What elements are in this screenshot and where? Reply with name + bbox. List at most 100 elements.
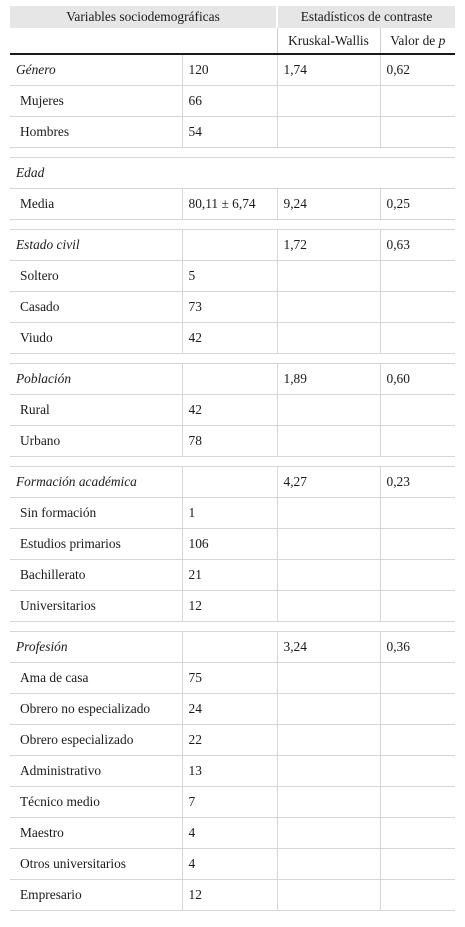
count-cell: 12 bbox=[181, 879, 277, 911]
count-cell: 21 bbox=[181, 559, 277, 591]
count-cell: 24 bbox=[181, 693, 277, 725]
subcategory-label: Empresario bbox=[10, 879, 182, 911]
count-cell: 80,11 ± 6,74 bbox=[181, 188, 277, 220]
table-row: Soltero 5 bbox=[10, 260, 456, 292]
subcategory-label: Universitarios bbox=[10, 590, 182, 622]
table-row: Urbano 78 bbox=[10, 425, 456, 457]
subcategory-label: Estudios primarios bbox=[10, 528, 182, 560]
count-cell: 4 bbox=[181, 848, 277, 880]
header-row-sub: Kruskal-Wallis Valor de p bbox=[10, 28, 456, 55]
subcategory-label: Rural bbox=[10, 394, 182, 426]
subcategory-label: Bachillerato bbox=[10, 559, 182, 591]
kruskal-wallis-cell bbox=[276, 559, 380, 591]
p-value-cell: 0,23 bbox=[379, 466, 456, 498]
kruskal-wallis-cell: 4,27 bbox=[276, 466, 380, 498]
kruskal-wallis-cell bbox=[276, 116, 380, 148]
count-cell: 106 bbox=[181, 528, 277, 560]
subcategory-label: Administrativo bbox=[10, 755, 182, 787]
kruskal-wallis-cell: 1,72 bbox=[276, 229, 380, 261]
p-value-cell bbox=[379, 817, 456, 849]
count-cell bbox=[181, 229, 277, 261]
count-cell: 66 bbox=[181, 85, 277, 117]
p-value-cell bbox=[379, 848, 456, 880]
category-label: Población bbox=[10, 363, 182, 395]
table-row: Administrativo 13 bbox=[10, 755, 456, 787]
spacer-cell bbox=[10, 621, 456, 632]
count-cell: 5 bbox=[181, 260, 277, 292]
header-stats: Estadísticos de contraste bbox=[275, 6, 456, 28]
category-row: Estado civil 1,72 0,63 bbox=[10, 229, 456, 261]
sociodemographic-table: Variables sociodemográficas Estadísticos… bbox=[10, 6, 456, 911]
subcategory-label: Urbano bbox=[10, 425, 182, 457]
kruskal-wallis-cell bbox=[276, 260, 380, 292]
table-row: Ama de casa 75 bbox=[10, 662, 456, 694]
kruskal-wallis-cell bbox=[276, 724, 380, 756]
p-value-cell bbox=[379, 879, 456, 911]
header-p-value-prefix: Valor de bbox=[390, 32, 439, 48]
p-value-cell: 0,60 bbox=[379, 363, 456, 395]
kruskal-wallis-cell: 1,74 bbox=[276, 54, 380, 86]
count-cell: 120 bbox=[181, 54, 277, 86]
table-row: Casado 73 bbox=[10, 291, 456, 323]
spacer-row bbox=[10, 456, 456, 467]
header-variables: Variables sociodemográficas bbox=[10, 6, 277, 28]
category-label: Profesión bbox=[10, 631, 182, 663]
table-row: Empresario 12 bbox=[10, 879, 456, 911]
count-cell: 42 bbox=[181, 322, 277, 354]
p-value-cell bbox=[379, 497, 456, 529]
spacer-cell bbox=[10, 219, 456, 230]
kruskal-wallis-cell bbox=[276, 590, 380, 622]
header-row-top: Variables sociodemográficas Estadísticos… bbox=[10, 6, 456, 28]
subcategory-label: Hombres bbox=[10, 116, 182, 148]
spacer-row bbox=[10, 621, 456, 632]
p-value-cell bbox=[379, 116, 456, 148]
category-row: Formación académica 4,27 0,23 bbox=[10, 466, 456, 498]
count-cell: 73 bbox=[181, 291, 277, 323]
table-row: Mujeres 66 bbox=[10, 85, 456, 117]
p-value-cell bbox=[379, 786, 456, 818]
kruskal-wallis-cell bbox=[276, 693, 380, 725]
count-cell bbox=[181, 466, 277, 498]
subcategory-label: Otros universitarios bbox=[10, 848, 182, 880]
p-value-cell bbox=[379, 755, 456, 787]
table-row: Rural 42 bbox=[10, 394, 456, 426]
header-p-value-letter: p bbox=[438, 32, 446, 48]
header-p-value: Valor de p bbox=[379, 28, 456, 55]
category-row: Edad bbox=[10, 157, 456, 189]
category-label: Género bbox=[10, 54, 182, 86]
kruskal-wallis-cell bbox=[276, 848, 380, 880]
header-kruskal-wallis: Kruskal-Wallis bbox=[276, 28, 380, 55]
table-row: Maestro 4 bbox=[10, 817, 456, 849]
count-cell: 78 bbox=[181, 425, 277, 457]
p-value-cell: 0,25 bbox=[379, 188, 456, 220]
spacer-row bbox=[10, 219, 456, 230]
kruskal-wallis-cell bbox=[276, 528, 380, 560]
table-row: Técnico medio 7 bbox=[10, 786, 456, 818]
p-value-cell bbox=[379, 528, 456, 560]
p-value-cell bbox=[379, 693, 456, 725]
p-value-cell bbox=[379, 425, 456, 457]
table-row: Otros universitarios 4 bbox=[10, 848, 456, 880]
count-cell: 4 bbox=[181, 817, 277, 849]
spacer-row bbox=[10, 147, 456, 158]
table-row: Obrero no especializado 24 bbox=[10, 693, 456, 725]
count-cell bbox=[181, 631, 277, 663]
kruskal-wallis-cell bbox=[276, 662, 380, 694]
table-row: Media 80,11 ± 6,74 9,24 0,25 bbox=[10, 188, 456, 220]
spacer-row bbox=[10, 353, 456, 364]
p-value-cell bbox=[379, 559, 456, 591]
count-cell: 7 bbox=[181, 786, 277, 818]
table-row: Obrero especializado 22 bbox=[10, 724, 456, 756]
spacer-cell bbox=[10, 147, 456, 158]
subcategory-label: Casado bbox=[10, 291, 182, 323]
category-row: Género 120 1,74 0,62 bbox=[10, 54, 456, 86]
kruskal-wallis-cell bbox=[276, 394, 380, 426]
count-cell: 42 bbox=[181, 394, 277, 426]
subcategory-label: Sin formación bbox=[10, 497, 182, 529]
count-cell: 75 bbox=[181, 662, 277, 694]
category-label: Formación académica bbox=[10, 466, 182, 498]
count-cell bbox=[181, 363, 277, 395]
subcategory-label: Ama de casa bbox=[10, 662, 182, 694]
subcategory-label: Obrero especializado bbox=[10, 724, 182, 756]
subcategory-label: Técnico medio bbox=[10, 786, 182, 818]
